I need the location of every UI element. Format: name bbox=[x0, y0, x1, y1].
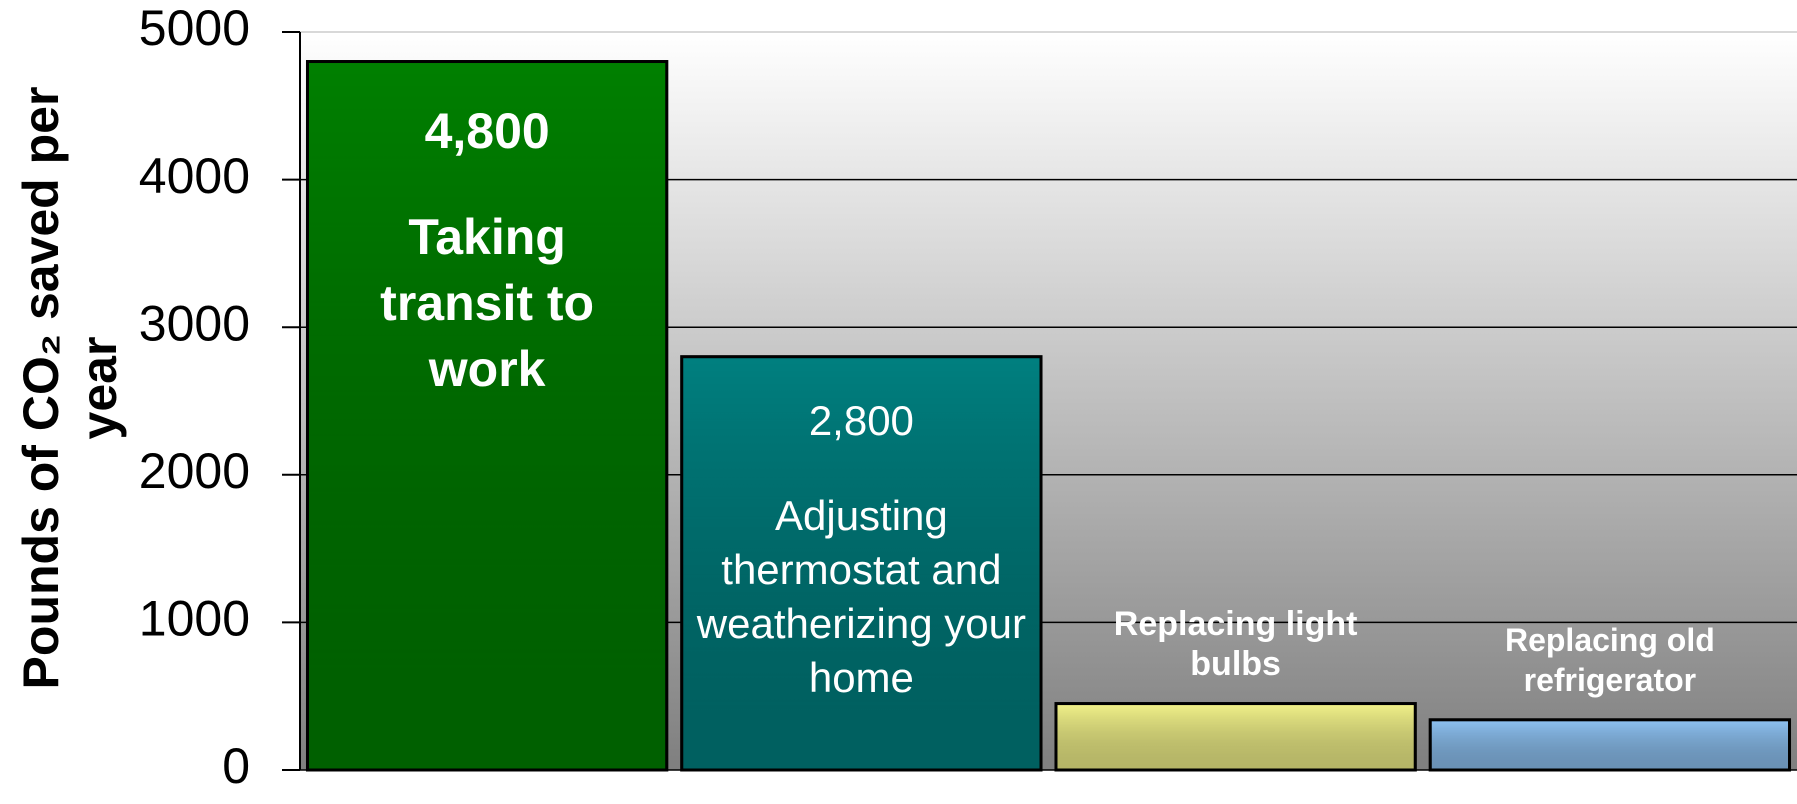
bar-shade bbox=[1054, 702, 1417, 772]
category-label: Replacing light bulbs bbox=[1113, 604, 1358, 683]
y-tick-label: 3000 bbox=[139, 295, 250, 351]
bar-shade bbox=[1428, 718, 1792, 772]
y-tick-label: 0 bbox=[222, 738, 250, 794]
bar-label-group: 2,800 Adjusting thermostat and weatherizi… bbox=[691, 397, 1031, 705]
category-label: Adjusting thermostat and weatherizing yo… bbox=[696, 491, 1026, 701]
value-label: 4,800 bbox=[424, 102, 550, 159]
bar-label-group: 4,800 Taking transit to work bbox=[357, 102, 617, 402]
y-tick-label: 5000 bbox=[139, 0, 250, 56]
bar-label-group: Replacing light bulbs bbox=[1076, 604, 1396, 684]
y-tick-label: 4000 bbox=[139, 148, 250, 204]
value-label: 2,800 bbox=[808, 396, 914, 444]
bar-shade bbox=[680, 355, 1043, 772]
y-axis-label: Pounds of CO₂ saved per year bbox=[13, 86, 127, 690]
bar-shade bbox=[305, 60, 669, 772]
category-label: Replacing old refrigerator bbox=[1504, 621, 1715, 698]
y-tick-label: 1000 bbox=[139, 591, 250, 647]
bar-label-group: Replacing old refrigerator bbox=[1460, 620, 1760, 700]
y-tick-label: 2000 bbox=[139, 443, 250, 499]
category-label: Taking transit to work bbox=[380, 208, 595, 397]
